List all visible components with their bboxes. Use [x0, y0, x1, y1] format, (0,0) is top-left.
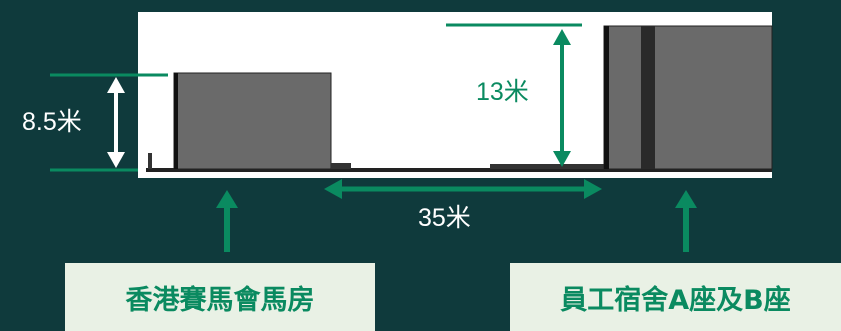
quarters-height-dimension	[446, 23, 582, 167]
quarters-building	[490, 25, 773, 170]
stables-height-label: 8.5米	[22, 108, 82, 136]
quarters-height-label: 13米	[476, 78, 529, 106]
stables-name-box: 香港賽馬會馬房	[65, 263, 375, 331]
quarters-pointer-arrow	[675, 190, 697, 252]
ground-line	[146, 168, 772, 172]
stables-name: 香港賽馬會馬房	[125, 284, 315, 316]
stables-height-dimension	[50, 73, 168, 172]
separation-dimension	[324, 179, 602, 199]
quarters-name: 員工宿舍A座及B座	[560, 284, 791, 316]
stables-pointer-arrow	[216, 190, 238, 252]
quarters-name-box: 員工宿舍A座及B座	[510, 263, 841, 331]
stables-building	[148, 72, 351, 170]
separation-label: 35米	[418, 204, 471, 232]
